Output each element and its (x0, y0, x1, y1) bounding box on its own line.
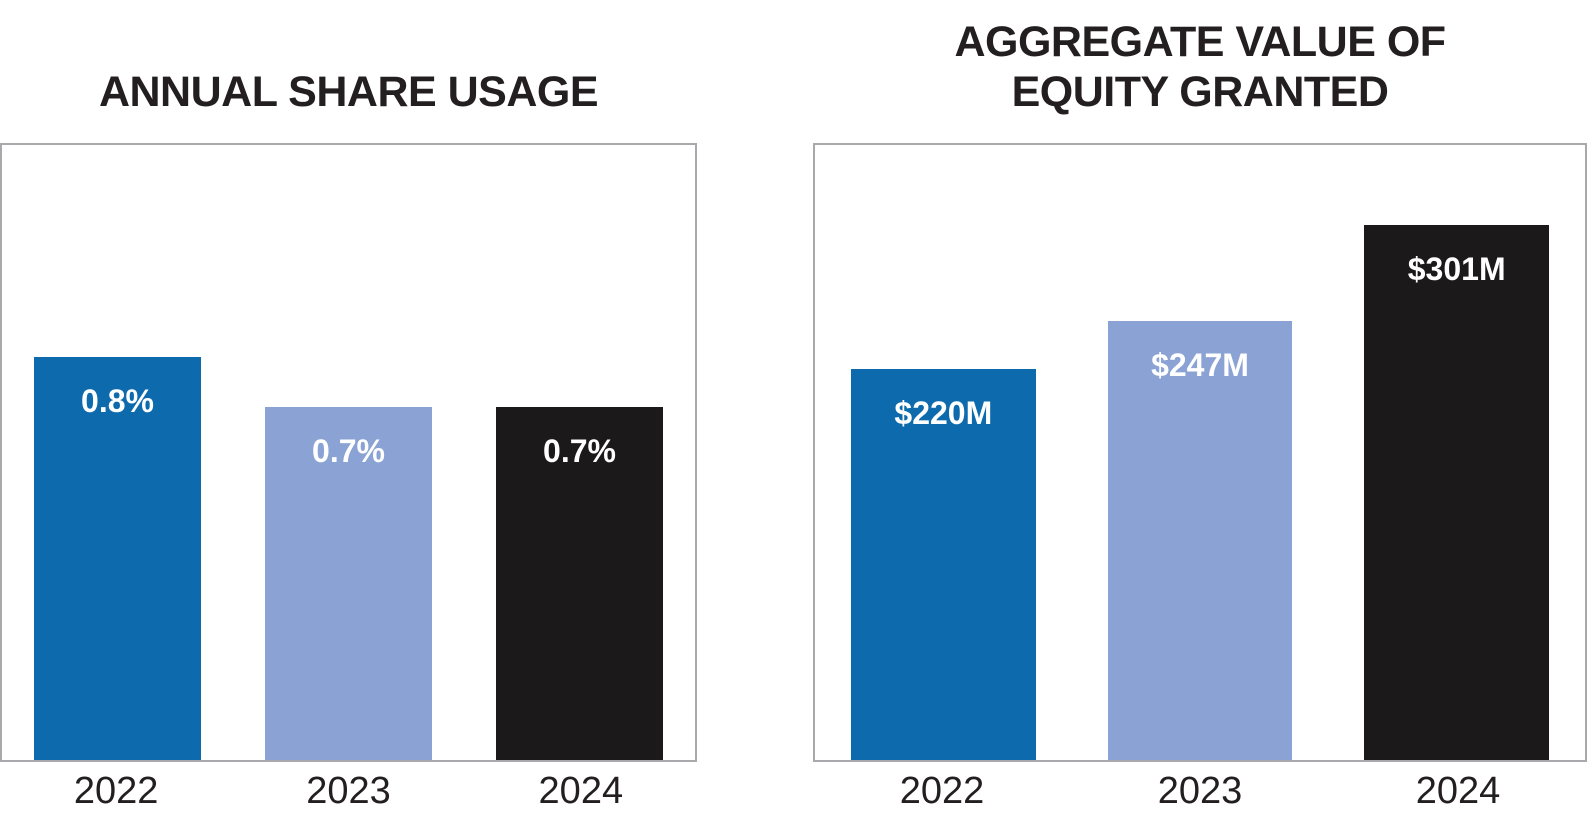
bar-value-label: $301M (1407, 251, 1506, 287)
x-axis-label-2023: 2023 (306, 770, 391, 812)
bar-value-label: $247M (1151, 346, 1249, 383)
bar-2023: $247M (1107, 320, 1293, 760)
chart-title-line: ANNUAL SHARE USAGE (98, 67, 599, 116)
bar-2024: $301M (1364, 225, 1550, 760)
bar-value-label: 0.8% (81, 382, 154, 419)
bar-2024: 0.7% (496, 407, 663, 760)
bar-2022: 0.8% (34, 356, 201, 760)
bar-value-label: $220M (894, 394, 993, 431)
bar-column-2024: $301M (1328, 145, 1585, 760)
x-axis-label-2022: 2022 (73, 770, 159, 812)
bar-2023: 0.7% (265, 407, 432, 760)
bar-column-2023: 0.7% (233, 145, 464, 760)
chart-title-line: AGGREGATE VALUE OF (954, 18, 1446, 67)
bar-column-2023: $247M (1072, 145, 1329, 760)
bar-column-2022: 0.8% (2, 145, 233, 760)
bar-value-label: 0.7% (543, 433, 616, 470)
x-axis-label-2024: 2024 (1415, 770, 1501, 812)
chart-title-line: EQUITY GRANTED (1011, 67, 1389, 116)
plot-area: $220M $247M $301M (813, 143, 1587, 762)
x-axis-label-2023: 2023 (1157, 770, 1243, 812)
bar-column-2022: $220M (815, 145, 1072, 760)
x-axis-label-2024: 2024 (538, 770, 624, 812)
chart-title: ANNUAL SHARE USAGE (0, 0, 697, 143)
x-axis-label-2022: 2022 (899, 770, 985, 812)
chart-panel-aggregate-value-of-equity-granted: AGGREGATE VALUE OF EQUITY GRANTED $220M … (813, 0, 1587, 813)
chart-panel-annual-share-usage: ANNUAL SHARE USAGE 0.8% 0.7% 0.7% 2022 2… (0, 0, 697, 813)
bar-value-label: 0.7% (312, 433, 385, 470)
chart-title: AGGREGATE VALUE OF EQUITY GRANTED (813, 0, 1587, 143)
x-axis: 2022 2023 2024 (0, 770, 697, 813)
bar-column-2024: 0.7% (464, 145, 695, 760)
bar-2022: $220M (850, 368, 1036, 760)
x-axis: 2022 2023 2024 (813, 770, 1587, 813)
plot-area: 0.8% 0.7% 0.7% (0, 143, 697, 762)
